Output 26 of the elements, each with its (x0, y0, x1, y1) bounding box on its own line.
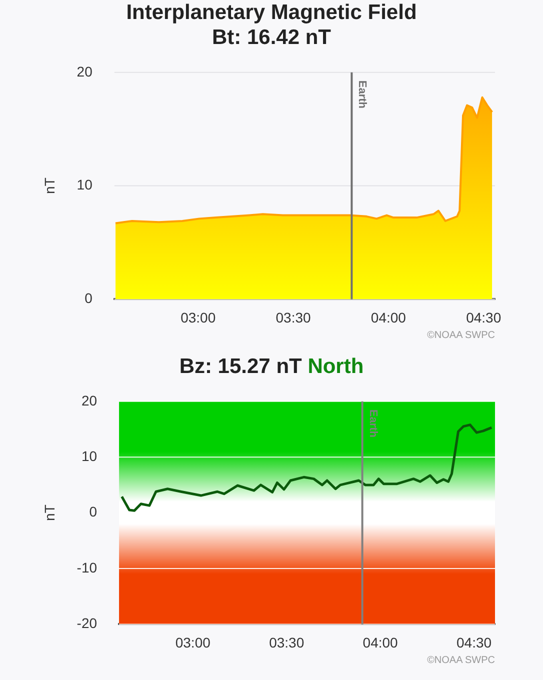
y-tick-label: -10 (76, 559, 98, 576)
x-tick-label: 04:30 (456, 634, 492, 650)
x-tick-label: 03:30 (276, 309, 311, 326)
y-axis-title: nT (41, 504, 58, 521)
y-tick-label: 20 (76, 63, 93, 80)
x-tick-label: 04:00 (370, 309, 406, 326)
y-tick-label: 0 (89, 504, 98, 520)
text: ©NOAA SWPC (426, 655, 496, 668)
chart-subtitle: North (306, 355, 364, 378)
ref-line-label: Earth (356, 80, 368, 109)
x-tick-label: 03:00 (175, 634, 211, 650)
y-tick-label: 20 (81, 392, 98, 408)
chart-title: Bz: 15.27 nT (179, 355, 302, 378)
y-tick-label: 10 (81, 448, 98, 464)
x-tick-label: 04:30 (466, 309, 502, 326)
x-tick-label: 03:30 (269, 634, 304, 650)
chart-title: Interplanetary Magnetic Field (125, 0, 418, 25)
chart-subtitle: Bt: 16.42 nT (210, 25, 332, 50)
ref-line-label: Earth (366, 409, 379, 438)
x-tick-label: 04:00 (362, 634, 398, 650)
text: ©NOAA SWPC (426, 330, 496, 343)
x-tick-label: 03:00 (180, 309, 216, 326)
y-tick-label: -20 (76, 615, 98, 632)
y-axis-title: nT (41, 177, 58, 194)
y-tick-label: 10 (76, 176, 93, 193)
y-tick-label: 0 (84, 290, 93, 306)
